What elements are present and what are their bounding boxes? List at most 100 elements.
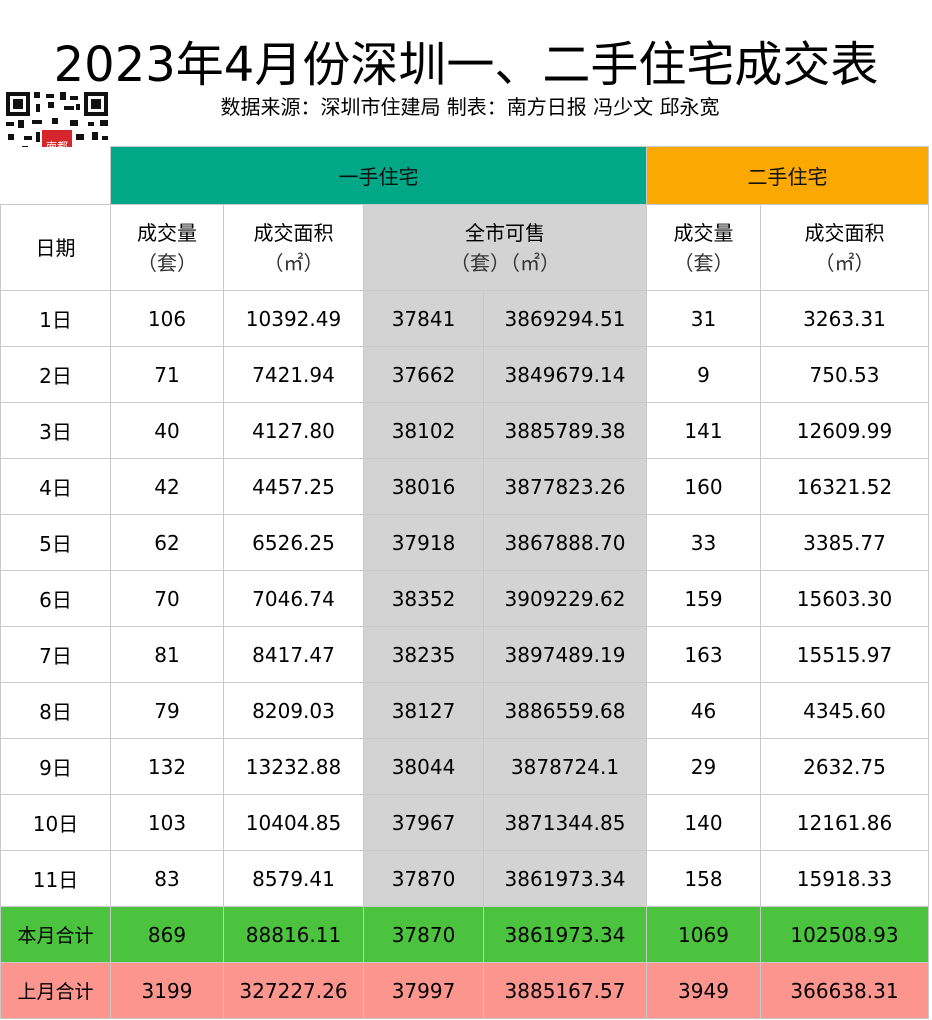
new-area-cell: 7046.74 [223, 570, 364, 627]
new-area-label: 成交面积 [253, 220, 334, 245]
second-volume-cell: 163 [646, 626, 761, 683]
available-area-cell: 3871344.85 [483, 794, 647, 851]
second-area-cell: 15603.30 [760, 570, 929, 627]
available-area-cell: 3861973.34 [483, 850, 647, 907]
second-volume-cell: 158 [646, 850, 761, 907]
second-area-cell: 16321.52 [760, 458, 929, 515]
date-cell: 4日 [0, 458, 111, 515]
housing-transaction-table: 一手住宅 二手住宅 日期 成交量 （套） 成交面积 （㎡） 全市可售 （套）（㎡… [0, 146, 929, 1019]
new-housing-group-header: 一手住宅 [110, 146, 647, 205]
table-row: 5日 62 6526.25 37918 3867888.70 33 3385.77 [0, 514, 929, 571]
new-area-cell: 4457.25 [223, 458, 364, 515]
available-area-cell: 3869294.51 [483, 290, 647, 347]
new-area-cell: 4127.80 [223, 402, 364, 459]
table-row: 7日 81 8417.47 38235 3897489.19 163 15515.97 [0, 626, 929, 683]
new-volume-cell: 83 [110, 850, 224, 907]
new-area-cell: 8417.47 [223, 626, 364, 683]
available-area-cell: 3861973.34 [483, 906, 647, 963]
new-volume-unit: （套） [137, 250, 197, 275]
month-total-row: 本月合计 869 88816.11 37870 3861973.34 1069 102508… [0, 906, 929, 963]
new-volume-label: 成交量 [137, 220, 197, 245]
available-area-cell: 3909229.62 [483, 570, 647, 627]
date-cell: 11日 [0, 850, 111, 907]
table-row: 11日 83 8579.41 37870 3861973.34 158 15918.33 [0, 850, 929, 907]
available-units-cell: 38044 [363, 738, 484, 795]
available-units-cell: 37918 [363, 514, 484, 571]
new-volume-cell: 40 [110, 402, 224, 459]
second-area-cell: 750.53 [760, 346, 929, 403]
available-units-cell: 38127 [363, 682, 484, 739]
date-cell: 3日 [0, 402, 111, 459]
date-cell: 7日 [0, 626, 111, 683]
second-area-label: 成交面积 [804, 220, 885, 245]
second-area-cell: 102508.93 [760, 906, 929, 963]
second-area-cell: 15918.33 [760, 850, 929, 907]
second-volume-cell: 31 [646, 290, 761, 347]
new-volume-cell: 106 [110, 290, 224, 347]
new-volume-header: 成交量 （套） [110, 204, 224, 291]
available-units-cell: 37870 [363, 906, 484, 963]
new-volume-cell: 79 [110, 682, 224, 739]
available-units-cell: 37997 [363, 962, 484, 1019]
available-area-cell: 3849679.14 [483, 346, 647, 403]
available-area-cell: 3885167.57 [483, 962, 647, 1019]
new-volume-cell: 71 [110, 346, 224, 403]
previous-month-total-row: 上月合计 3199 327227.26 37997 3885167.57 3949 3666… [0, 962, 929, 1019]
new-volume-cell: 70 [110, 570, 224, 627]
new-volume-cell: 869 [110, 906, 224, 963]
new-area-cell: 8579.41 [223, 850, 364, 907]
date-header-label: 日期 [35, 235, 76, 260]
total-label-cell: 本月合计 [0, 906, 111, 963]
new-volume-cell: 81 [110, 626, 224, 683]
new-area-cell: 88816.11 [223, 906, 364, 963]
second-area-header: 成交面积 （㎡） [760, 204, 929, 291]
second-area-cell: 12161.86 [760, 794, 929, 851]
second-housing-group-header: 二手住宅 [646, 146, 929, 205]
available-area-cell: 3878724.1 [483, 738, 647, 795]
second-area-cell: 3385.77 [760, 514, 929, 571]
second-area-cell: 15515.97 [760, 626, 929, 683]
new-volume-cell: 132 [110, 738, 224, 795]
new-area-cell: 10392.49 [223, 290, 364, 347]
total-label-cell: 上月合计 [0, 962, 111, 1019]
available-label: 全市可售 [465, 220, 545, 245]
second-volume-cell: 1069 [646, 906, 761, 963]
available-area-cell: 3897489.19 [483, 626, 647, 683]
table-row: 1日 106 10392.49 37841 3869294.51 31 3263.31 [0, 290, 929, 347]
available-area-cell: 3867888.70 [483, 514, 647, 571]
new-volume-cell: 62 [110, 514, 224, 571]
date-cell: 6日 [0, 570, 111, 627]
second-area-cell: 12609.99 [760, 402, 929, 459]
date-cell: 10日 [0, 794, 111, 851]
second-volume-header: 成交量 （套） [646, 204, 761, 291]
new-area-cell: 6526.25 [223, 514, 364, 571]
corner-blank [0, 146, 111, 205]
available-units-cell: 37870 [363, 850, 484, 907]
second-area-cell: 2632.75 [760, 738, 929, 795]
page-title: 2023年4月份深圳一、二手住宅成交表 [53, 37, 879, 93]
available-unit: （套）（㎡） [450, 250, 560, 275]
table-row: 2日 71 7421.94 37662 3849679.14 9 750.53 [0, 346, 929, 403]
second-volume-cell: 160 [646, 458, 761, 515]
second-volume-cell: 140 [646, 794, 761, 851]
second-area-cell: 366638.31 [760, 962, 929, 1019]
second-area-cell: 4345.60 [760, 682, 929, 739]
available-units-cell: 38235 [363, 626, 484, 683]
available-units-cell: 37841 [363, 290, 484, 347]
available-area-cell: 3886559.68 [483, 682, 647, 739]
available-header: 全市可售 （套）（㎡） [363, 204, 647, 291]
table-row: 4日 42 4457.25 38016 3877823.26 160 16321.52 [0, 458, 929, 515]
second-volume-label: 成交量 [673, 220, 734, 245]
table-row: 9日 132 13232.88 38044 3878724.1 29 2632.75 [0, 738, 929, 795]
available-units-cell: 38102 [363, 402, 484, 459]
new-volume-cell: 103 [110, 794, 224, 851]
new-area-cell: 8209.03 [223, 682, 364, 739]
available-units-cell: 38016 [363, 458, 484, 515]
second-area-cell: 3263.31 [760, 290, 929, 347]
second-volume-cell: 46 [646, 682, 761, 739]
date-cell: 1日 [0, 290, 111, 347]
second-volume-cell: 9 [646, 346, 761, 403]
second-area-unit: （㎡） [814, 250, 875, 275]
available-area-cell: 3885789.38 [483, 402, 647, 459]
